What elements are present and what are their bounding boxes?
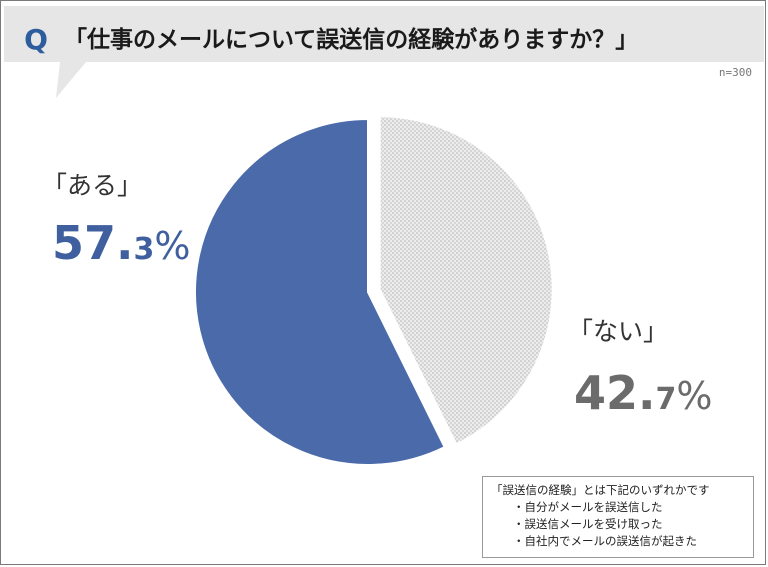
percent-no-unit: % — [676, 374, 713, 418]
percent-no-dec: 7 — [655, 382, 677, 417]
question-banner: Q 「仕事のメールについて誤送信の経験がありますか？」 — [4, 6, 764, 98]
note-item: ・自社内でメールの誤送信が起きた — [513, 534, 697, 548]
note-item: ・自分がメールを誤送信した — [513, 500, 663, 514]
pie-slice-no — [378, 115, 554, 446]
question-text: 「仕事のメールについて誤送信の経験がありますか？」 — [64, 27, 639, 53]
definition-note: 「誤送信の経験」とは下記のいずれかです ・自分がメールを誤送信した ・誤送信メー… — [482, 476, 754, 558]
pie-slice-yes — [194, 117, 446, 466]
percent-yes-unit: % — [154, 224, 191, 268]
percent-no-int: 42. — [574, 366, 656, 420]
percent-no: 42.7% — [574, 370, 712, 416]
percent-yes: 57.3% — [52, 220, 190, 266]
percent-yes-dec: 3 — [133, 232, 155, 267]
percent-yes-int: 57. — [52, 216, 134, 270]
question-bubble — [4, 6, 764, 98]
label-yes: 「ある」 — [42, 171, 143, 200]
sample-size: n=300 — [718, 66, 752, 79]
note-item: ・誤送信メールを受け取った — [513, 517, 663, 531]
question-badge: Q — [24, 23, 48, 56]
note-heading: 「誤送信の経験」とは下記のいずれかです — [491, 483, 710, 497]
label-no: 「ない」 — [568, 317, 669, 346]
